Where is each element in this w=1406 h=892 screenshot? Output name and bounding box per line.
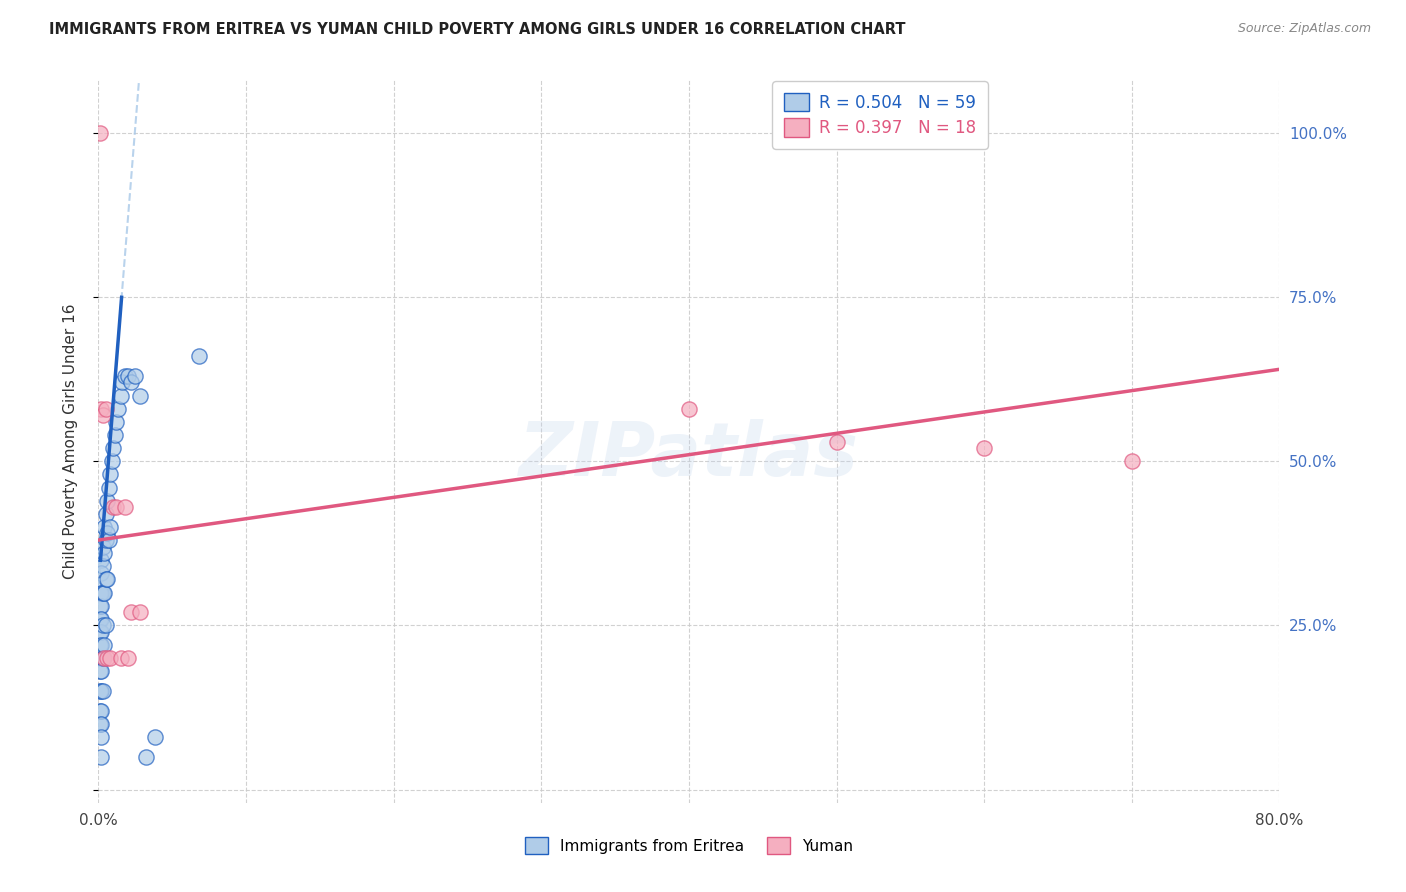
Point xyxy=(93,651,115,665)
Point xyxy=(128,605,150,619)
Point xyxy=(91,409,114,423)
Point xyxy=(124,368,146,383)
Point xyxy=(90,599,112,613)
Point xyxy=(90,612,112,626)
Point xyxy=(187,349,209,363)
Point xyxy=(973,441,995,455)
Point xyxy=(91,585,114,599)
Point xyxy=(128,388,150,402)
Point xyxy=(89,625,111,640)
Text: Source: ZipAtlas.com: Source: ZipAtlas.com xyxy=(1237,22,1371,36)
Point xyxy=(135,749,157,764)
Point xyxy=(90,585,112,599)
Point xyxy=(117,368,139,383)
Point xyxy=(98,467,121,482)
Point xyxy=(90,717,112,731)
Point xyxy=(110,388,132,402)
Point xyxy=(90,665,112,679)
Point xyxy=(110,651,132,665)
Point xyxy=(94,533,117,547)
Point xyxy=(114,368,136,383)
Y-axis label: Child Poverty Among Girls Under 16: Child Poverty Among Girls Under 16 xyxy=(63,304,77,579)
Point xyxy=(90,704,112,718)
Point xyxy=(93,520,115,534)
Point xyxy=(91,618,114,632)
Text: IMMIGRANTS FROM ERITREA VS YUMAN CHILD POVERTY AMONG GIRLS UNDER 16 CORRELATION : IMMIGRANTS FROM ERITREA VS YUMAN CHILD P… xyxy=(49,22,905,37)
Point xyxy=(90,638,112,652)
Point xyxy=(89,638,111,652)
Point xyxy=(96,651,118,665)
Point xyxy=(90,684,112,698)
Point xyxy=(100,454,122,468)
Point xyxy=(120,605,142,619)
Point xyxy=(98,651,121,665)
Legend: Immigrants from Eritrea, Yuman: Immigrants from Eritrea, Yuman xyxy=(519,831,859,860)
Point xyxy=(1121,454,1143,468)
Point xyxy=(143,730,166,744)
Point xyxy=(89,126,111,140)
Point xyxy=(90,401,112,416)
Point xyxy=(90,730,112,744)
Point xyxy=(98,520,121,534)
Point xyxy=(91,651,114,665)
Point xyxy=(825,434,848,449)
Point xyxy=(96,573,118,587)
Point xyxy=(94,618,117,632)
Point xyxy=(89,704,111,718)
Point xyxy=(96,526,118,541)
Point xyxy=(114,500,136,515)
Point xyxy=(93,585,115,599)
Point xyxy=(89,585,111,599)
Point xyxy=(105,500,128,515)
Point xyxy=(678,401,700,416)
Point xyxy=(90,566,112,580)
Point xyxy=(93,638,115,652)
Point xyxy=(97,481,120,495)
Point xyxy=(89,717,111,731)
Point xyxy=(96,493,118,508)
Point xyxy=(94,401,117,416)
Point xyxy=(89,612,111,626)
Point xyxy=(91,540,114,554)
Point xyxy=(97,533,120,547)
Point xyxy=(90,553,112,567)
Point xyxy=(111,376,134,390)
Point xyxy=(91,684,114,698)
Point xyxy=(105,415,128,429)
Point xyxy=(89,665,111,679)
Point xyxy=(107,401,129,416)
Point xyxy=(120,376,142,390)
Point xyxy=(103,500,125,515)
Point xyxy=(89,651,111,665)
Point xyxy=(117,651,139,665)
Point xyxy=(94,507,117,521)
Point xyxy=(93,546,115,560)
Point xyxy=(89,599,111,613)
Point xyxy=(103,441,125,455)
Point xyxy=(104,428,127,442)
Point xyxy=(90,625,112,640)
Text: ZIPatlas: ZIPatlas xyxy=(519,419,859,492)
Point xyxy=(90,749,112,764)
Point xyxy=(91,559,114,574)
Point xyxy=(94,573,117,587)
Point xyxy=(89,684,111,698)
